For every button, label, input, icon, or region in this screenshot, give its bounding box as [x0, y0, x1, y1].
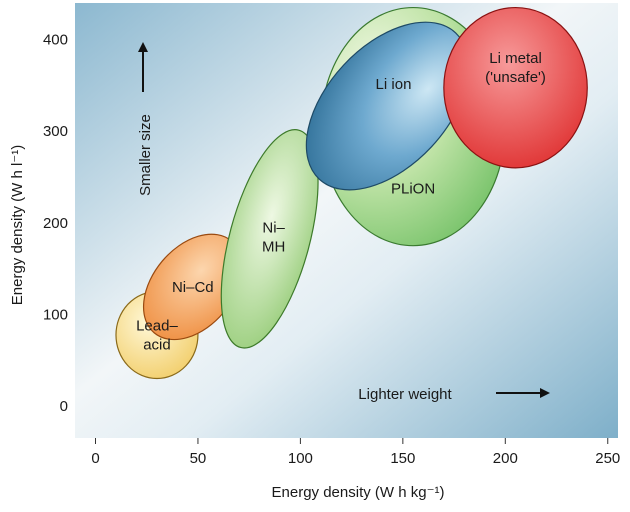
region-label-line: acid: [143, 336, 171, 353]
x-axis-ticks: 0 50 100 150 200 250: [91, 438, 620, 467]
y-axis-title: Energy density (W h l⁻¹): [9, 145, 26, 305]
chemistry-regions: [115, 6, 588, 380]
region-label-line: Li ion: [376, 76, 412, 93]
y-tick-label: 300: [43, 123, 68, 140]
x-axis-title: Energy density (W h kg⁻¹): [272, 484, 445, 501]
region-ni-mh: [220, 129, 319, 349]
smaller-size-annotation: Smaller size: [137, 42, 154, 196]
x-tick-label: 0: [91, 450, 99, 467]
y-tick-label: 0: [60, 398, 68, 415]
region-li-ion: [305, 21, 470, 191]
x-tick-label: 150: [390, 450, 415, 467]
region-labels: Lead– acid Ni–Cd Ni– MH PLiON Li ion Li metal ('…: [136, 50, 546, 353]
region-label-0: Lead– acid: [136, 317, 178, 353]
region-label-line: MH: [262, 238, 285, 255]
region-label-line: Ni–Cd: [172, 279, 214, 296]
region-label-line: PLiON: [391, 181, 435, 198]
region-label-line: Lead–: [136, 317, 178, 334]
region-li-metal-unsafe: [443, 6, 588, 169]
region-label-line: Li metal: [489, 50, 542, 67]
y-tick-label: 200: [43, 215, 68, 232]
region-label-line: Ni–: [262, 219, 285, 236]
y-tick-label: 100: [43, 306, 68, 323]
x-tick-label: 250: [595, 450, 620, 467]
smaller-size-label: Smaller size: [137, 114, 154, 196]
region-label-line: ('unsafe'): [485, 69, 546, 86]
lighter-weight-annotation: Lighter weight: [358, 386, 550, 403]
x-tick-label: 100: [288, 450, 313, 467]
region-label-1: Ni–Cd: [172, 279, 214, 296]
x-tick-label: 50: [190, 450, 207, 467]
x-tick-label: 200: [493, 450, 518, 467]
region-label-4: Li ion: [376, 76, 412, 93]
region-label-5: Li metal ('unsafe'): [485, 50, 546, 86]
y-tick-label: 400: [43, 32, 68, 49]
y-axis-ticks: 0 100 200 300 400: [43, 32, 68, 415]
region-label-2: Ni– MH: [262, 219, 286, 255]
lighter-weight-label: Lighter weight: [358, 386, 452, 403]
region-label-3: PLiON: [391, 181, 435, 198]
